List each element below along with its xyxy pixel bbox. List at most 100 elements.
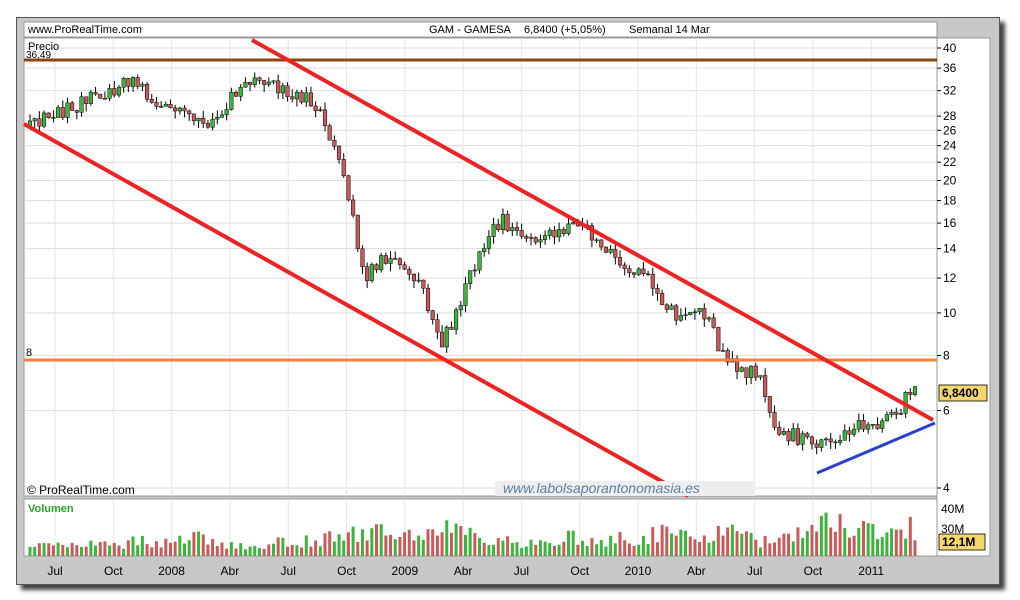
volume-bar [609, 535, 613, 556]
volume-bar [763, 536, 767, 556]
volume-bar [548, 543, 552, 556]
volume-bar [131, 536, 135, 556]
candle-body [711, 317, 716, 328]
channel-lower-line [23, 122, 689, 498]
x-tick-label: Jul [47, 564, 62, 578]
candle-body [280, 85, 285, 94]
candle-body [112, 88, 117, 96]
candle-body [805, 433, 810, 438]
volume-bar [468, 527, 472, 556]
candle-body [271, 80, 276, 83]
candle-body [458, 305, 463, 311]
candle-body [444, 326, 449, 348]
candle-body [397, 258, 402, 266]
candle-body [744, 367, 749, 378]
volume-bar [65, 547, 69, 556]
candle-body [224, 109, 229, 116]
candle-body [772, 412, 777, 428]
candle-body [107, 88, 112, 99]
channel-upper-line [251, 38, 934, 422]
volume-bar [651, 527, 655, 556]
candle-body [889, 411, 894, 415]
volume-bar [829, 527, 833, 556]
candle-body [468, 270, 473, 284]
candle-body [716, 327, 721, 352]
candle-body [229, 91, 234, 110]
candle-body [823, 438, 829, 441]
candle-body [215, 116, 220, 120]
volume-bar [47, 543, 51, 556]
candle-body [290, 96, 295, 100]
candle-body [505, 214, 510, 232]
candle-body [627, 268, 632, 274]
candle-body [655, 288, 660, 294]
candle-body [355, 214, 360, 250]
candle-body [866, 424, 871, 430]
candle-body [285, 85, 290, 97]
y-tick-label: 4 [943, 481, 950, 495]
volume-bar [838, 514, 842, 556]
volume-bar [712, 540, 716, 556]
volume-bar [51, 545, 55, 556]
volume-bar [33, 546, 37, 556]
candle-body [847, 430, 852, 435]
volume-bar [894, 529, 898, 556]
candle-body [538, 239, 543, 243]
candle-body [622, 264, 627, 269]
y-tick-label: 14 [943, 242, 957, 256]
volume-bar [740, 533, 744, 556]
volume-bar [89, 540, 93, 556]
volume-bar [98, 542, 102, 556]
candle-body [828, 438, 833, 443]
candle-body [524, 236, 529, 239]
x-tick-label: Oct [570, 564, 589, 578]
x-tick-label: Abr [221, 564, 240, 578]
x-tick-label: 2011 [858, 564, 884, 578]
copyright: © ProRealTime.com [27, 483, 135, 497]
candle-body [777, 427, 782, 435]
candle-body [870, 424, 875, 426]
volume-bar [810, 524, 814, 556]
volume-bar [571, 530, 575, 556]
candle-body [51, 117, 56, 119]
y-tick-label: 22 [943, 155, 957, 169]
candle-body [130, 77, 136, 87]
volume-bar [510, 542, 514, 556]
volume-bar [80, 547, 84, 556]
header-site[interactable]: www.ProRealTime.com [27, 24, 142, 36]
candle-body [800, 433, 805, 445]
volume-bar [618, 531, 622, 556]
volume-bar [684, 530, 688, 556]
volume-bar [913, 540, 917, 556]
candle-body [912, 386, 918, 395]
volume-bar [360, 529, 364, 556]
candle-body [660, 292, 665, 306]
candle-body [814, 443, 819, 448]
candles [27, 72, 918, 455]
volume-bar [637, 544, 641, 556]
volume-bar [370, 528, 374, 556]
grid [24, 38, 937, 556]
y-tick-label: 10 [943, 306, 957, 320]
candle-body [257, 77, 262, 81]
candle-body [908, 391, 913, 395]
volume-bar [389, 534, 393, 556]
volume-bar [777, 537, 781, 556]
volume-bar [290, 544, 294, 556]
volume-bar [880, 536, 884, 556]
candle-body [683, 314, 688, 316]
volume-bar [220, 542, 224, 556]
candle-body [145, 83, 150, 100]
candle-body [819, 439, 824, 448]
candle-body [233, 91, 239, 97]
x-tick-label: Oct [104, 564, 123, 578]
candle-body [65, 102, 70, 118]
candle-body [646, 273, 651, 276]
candle-body [98, 93, 103, 99]
volume-bar [744, 531, 748, 556]
volume-bar [379, 524, 383, 556]
candle-body [318, 109, 323, 112]
volume-bar [613, 543, 617, 556]
volume-bar [674, 535, 678, 556]
candle-body [88, 92, 93, 104]
